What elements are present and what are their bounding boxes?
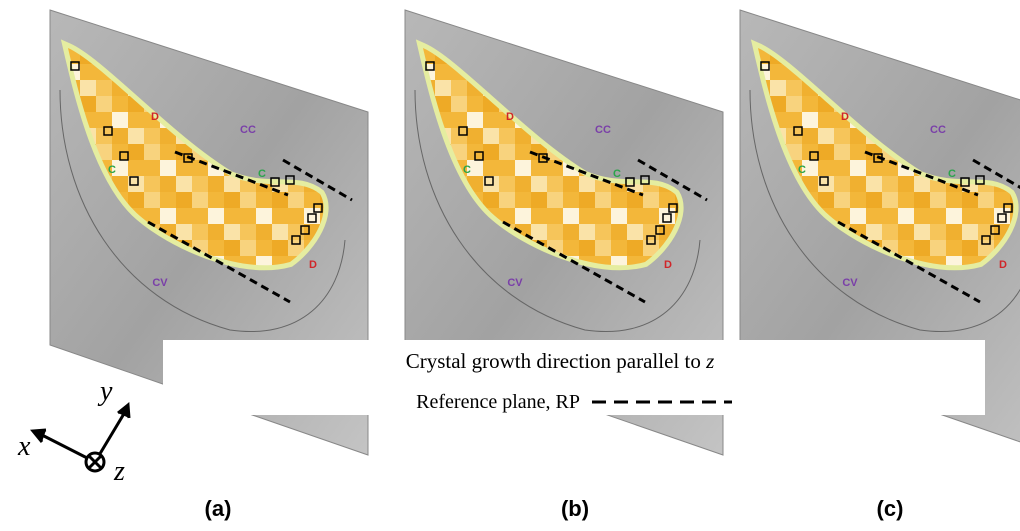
- region-label: CV: [152, 277, 168, 289]
- region-label: D: [309, 259, 317, 271]
- region-label: C: [108, 164, 116, 176]
- region-label: C: [258, 168, 266, 180]
- region-label: CC: [595, 124, 611, 136]
- panel-label: (a): [205, 496, 232, 521]
- region-label: CC: [240, 124, 256, 136]
- region-label: C: [798, 164, 806, 176]
- caption-line2: Reference plane, RP: [416, 391, 580, 413]
- caption-line1: Crystal growth direction parallel to z: [406, 349, 715, 373]
- axis-y-label: y: [97, 376, 113, 407]
- region-label: C: [948, 168, 956, 180]
- region-label: D: [151, 111, 159, 123]
- axis-z-label: z: [113, 456, 125, 487]
- region-label: C: [463, 164, 471, 176]
- region-label: D: [999, 259, 1007, 271]
- axis-x-label: x: [17, 431, 31, 462]
- region-label: CV: [507, 277, 523, 289]
- region-label: D: [664, 259, 672, 271]
- panel-label: (c): [877, 496, 904, 521]
- region-label: CV: [842, 277, 858, 289]
- panel-label: (b): [561, 496, 589, 521]
- region-label: C: [613, 168, 621, 180]
- region-label: CC: [930, 124, 946, 136]
- region-label: D: [841, 111, 849, 123]
- figure: DCCCCCVDDCCCCCVDDCCCCCVD Crystal growth …: [0, 0, 1020, 531]
- region-label: D: [506, 111, 514, 123]
